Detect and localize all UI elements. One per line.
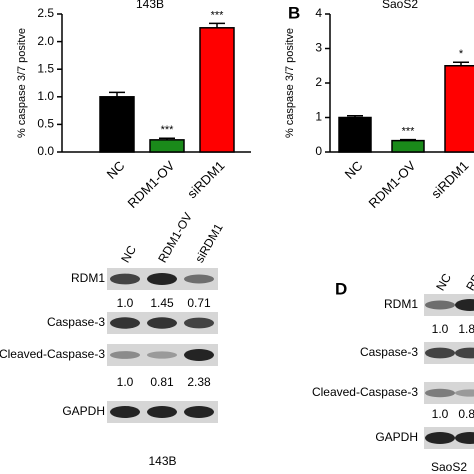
- error-bar: [453, 61, 469, 66]
- y-tick-label: 1.5: [37, 61, 54, 75]
- band: [184, 349, 214, 361]
- band: [110, 351, 140, 359]
- lane-label: NC: [433, 271, 454, 293]
- cell-line-label: SaoS2: [431, 460, 467, 474]
- y-axis-label: % caspase 3/7 positve: [16, 28, 28, 138]
- band: [184, 406, 214, 418]
- x-tick-label: NC: [104, 158, 128, 182]
- row-label: Caspase-3: [47, 315, 105, 329]
- band: [425, 432, 455, 444]
- row-label: RDM1: [71, 271, 105, 285]
- y-tick-label: 1: [315, 110, 322, 124]
- x-tick-label: NC: [342, 158, 366, 182]
- row-label: RDM1: [384, 297, 418, 311]
- band: [184, 317, 214, 329]
- lane-label: RDM1-OV: [155, 210, 195, 265]
- band: [184, 274, 214, 284]
- bar: [99, 96, 135, 153]
- chart-title: SaoS2: [382, 0, 418, 11]
- y-tick-label: 2: [315, 75, 322, 89]
- band: [455, 347, 474, 359]
- y-tick-label: 3: [315, 41, 322, 55]
- y-tick-label: 0.0: [37, 144, 54, 158]
- band: [147, 351, 177, 359]
- density-value: 1.0: [117, 296, 134, 310]
- significance-label: *: [459, 48, 464, 60]
- band: [425, 388, 455, 398]
- bar: [444, 65, 474, 153]
- lane-label: NC: [118, 243, 139, 265]
- density-value: 2.38: [187, 375, 211, 389]
- band: [147, 273, 177, 285]
- x-tick-label: siRDM1: [184, 158, 227, 201]
- band: [455, 299, 474, 311]
- y-tick-label: 2.5: [37, 6, 54, 20]
- blot-strip: [424, 382, 474, 404]
- bar: [338, 116, 372, 153]
- density-value: 1.45: [150, 296, 174, 310]
- row-label: Caspase-3: [360, 345, 418, 359]
- y-tick-label: 1.0: [37, 89, 54, 103]
- row-label: GAPDH: [62, 404, 105, 418]
- band: [455, 432, 474, 444]
- x-tick-label: RDM1-OV: [125, 158, 178, 211]
- band: [147, 317, 177, 329]
- density-value: 0.71: [187, 296, 211, 310]
- cell-line-label: 143B: [148, 454, 176, 468]
- significance-label: ***: [161, 124, 175, 136]
- y-tick-label: 2.0: [37, 34, 54, 48]
- band: [110, 406, 140, 418]
- lane-label: RDM1-OV: [463, 238, 474, 293]
- lane-label: siRDM1: [192, 221, 226, 265]
- bar: [391, 139, 425, 153]
- density-value: 1.0: [432, 322, 449, 336]
- y-tick-label: 0: [315, 144, 322, 158]
- y-tick-label: 0.5: [37, 117, 54, 131]
- blot-strip: [107, 344, 218, 366]
- error-bar: [209, 22, 225, 28]
- density-value: 1.0: [432, 407, 449, 421]
- band: [425, 300, 455, 310]
- band: [110, 317, 140, 329]
- y-axis-label: % caspase 3/7 positve: [284, 28, 296, 138]
- x-tick-label: RDM1-OV: [366, 158, 419, 211]
- error-bar: [159, 137, 175, 140]
- row-label: GAPDH: [375, 430, 418, 444]
- significance-label: ***: [402, 125, 416, 137]
- y-tick-label: 4: [315, 6, 322, 20]
- band: [147, 406, 177, 418]
- significance-label: ***: [211, 9, 225, 21]
- density-value: 0.84: [458, 407, 474, 421]
- panel-label: D: [335, 279, 347, 298]
- x-tick-label: siRDM1: [428, 158, 471, 201]
- band: [425, 347, 455, 359]
- error-bar: [400, 138, 416, 141]
- band: [110, 273, 140, 285]
- row-label: Cleaved-Caspase-3: [312, 385, 418, 399]
- error-bar: [347, 115, 363, 118]
- row-label: Cleaved-Caspase-3: [0, 347, 105, 361]
- bar: [199, 27, 235, 153]
- bar: [149, 139, 185, 153]
- density-value: 1.86: [458, 322, 474, 336]
- panel-label: B: [288, 3, 300, 22]
- chart-title: 143B: [136, 0, 164, 11]
- band: [455, 389, 474, 397]
- density-value: 1.0: [117, 375, 134, 389]
- density-value: 0.81: [150, 375, 174, 389]
- error-bar: [109, 91, 125, 97]
